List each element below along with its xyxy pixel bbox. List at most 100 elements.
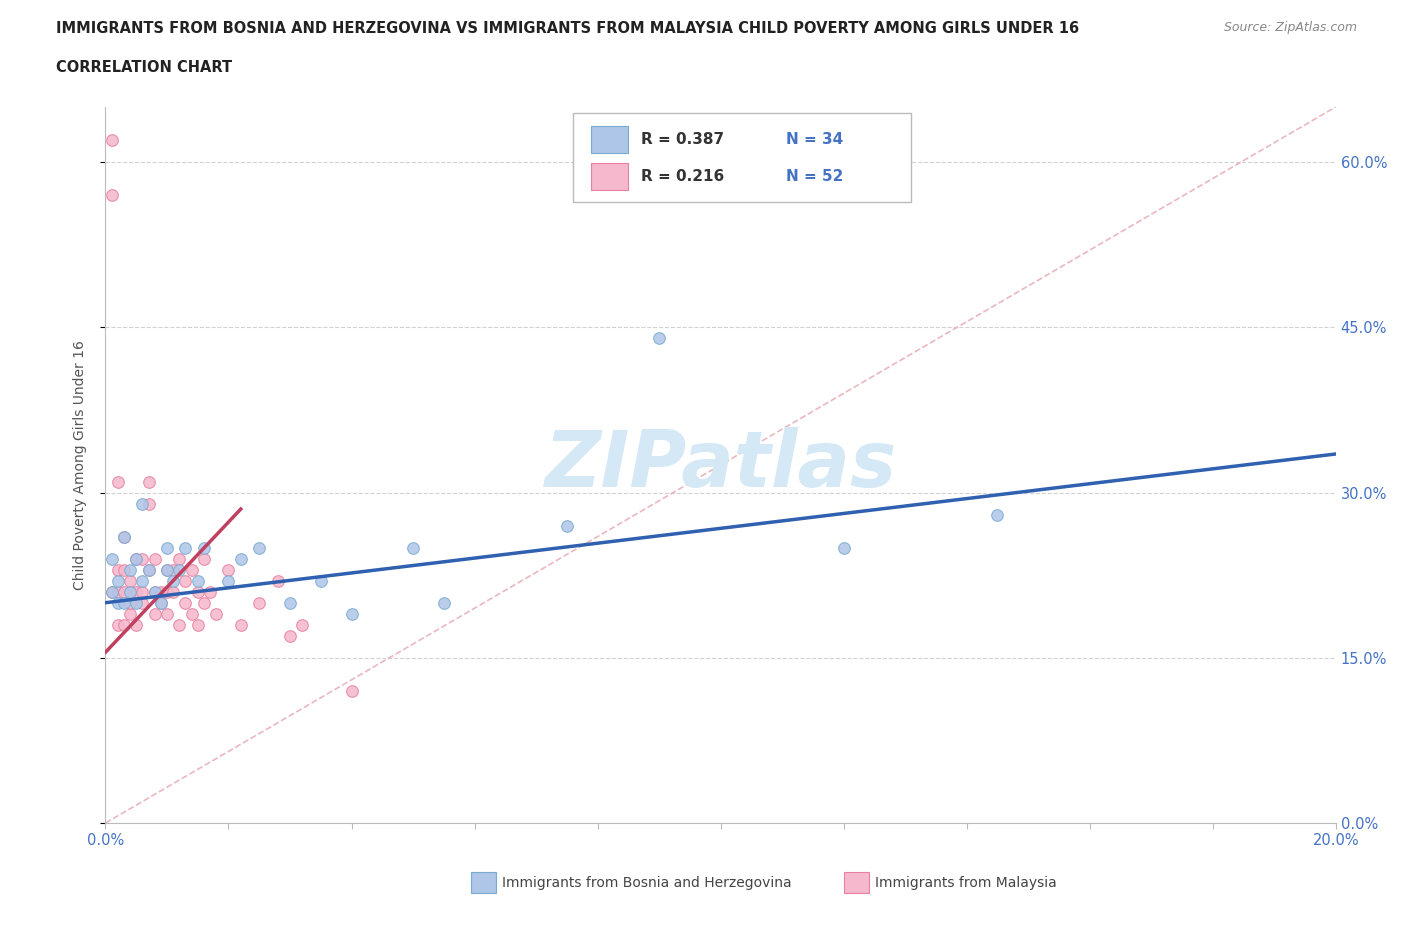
Point [169, 551, 191, 566]
Point [138, 563, 160, 578]
Point [555, 518, 578, 533]
Point [162, 563, 184, 578]
Point [100, 551, 122, 566]
Point [187, 618, 209, 632]
Point [309, 573, 332, 588]
Point [278, 629, 301, 644]
Point [156, 563, 179, 578]
Point [120, 606, 141, 621]
Point [100, 584, 122, 599]
Point [138, 563, 160, 578]
Point [131, 496, 153, 511]
Point [143, 584, 166, 599]
Point [125, 584, 148, 599]
Point [107, 595, 129, 610]
FancyBboxPatch shape [574, 113, 911, 202]
Point [112, 584, 135, 599]
Point [131, 595, 153, 610]
Point [229, 551, 252, 566]
Point [112, 595, 135, 610]
Point [107, 474, 129, 489]
Point [205, 606, 228, 621]
Point [125, 595, 148, 610]
Point [267, 573, 290, 588]
Point [149, 595, 172, 610]
Text: IMMIGRANTS FROM BOSNIA AND HERZEGOVINA VS IMMIGRANTS FROM MALAYSIA CHILD POVERTY: IMMIGRANTS FROM BOSNIA AND HERZEGOVINA V… [56, 21, 1080, 36]
Text: N = 34: N = 34 [786, 132, 844, 147]
Point [162, 573, 184, 588]
Point [218, 573, 240, 588]
Point [169, 563, 191, 578]
Point [187, 584, 209, 599]
Point [340, 606, 363, 621]
Point [100, 584, 122, 599]
Point [174, 573, 197, 588]
Point [193, 595, 215, 610]
Point [100, 133, 122, 148]
Point [149, 584, 172, 599]
Point [156, 540, 179, 555]
Point [143, 606, 166, 621]
Point [131, 584, 153, 599]
Point [138, 474, 160, 489]
Point [138, 496, 160, 511]
Point [112, 529, 135, 544]
Point [143, 551, 166, 566]
Point [156, 563, 179, 578]
Text: R = 0.216: R = 0.216 [641, 169, 724, 184]
Point [112, 529, 135, 544]
Point [107, 618, 129, 632]
Point [986, 507, 1008, 522]
Point [340, 684, 363, 698]
Point [174, 595, 197, 610]
Point [198, 584, 221, 599]
Text: CORRELATION CHART: CORRELATION CHART [56, 60, 232, 75]
Point [648, 331, 671, 346]
Point [125, 551, 148, 566]
Bar [592, 163, 628, 191]
Text: N = 52: N = 52 [786, 169, 844, 184]
Point [120, 573, 141, 588]
Point [107, 584, 129, 599]
Point [125, 551, 148, 566]
Point [107, 573, 129, 588]
Point [229, 618, 252, 632]
Point [180, 606, 202, 621]
Point [112, 618, 135, 632]
Bar [592, 126, 628, 153]
Point [433, 595, 456, 610]
Point [131, 551, 153, 566]
Text: Immigrants from Bosnia and Herzegovina: Immigrants from Bosnia and Herzegovina [502, 875, 792, 890]
Text: ZIPatlas: ZIPatlas [544, 427, 897, 503]
Point [156, 606, 179, 621]
Point [278, 595, 301, 610]
Point [291, 618, 314, 632]
Point [402, 540, 425, 555]
Point [247, 540, 270, 555]
Point [169, 618, 191, 632]
Point [193, 540, 215, 555]
Point [193, 551, 215, 566]
Point [247, 595, 270, 610]
Text: Immigrants from Malaysia: Immigrants from Malaysia [875, 875, 1056, 890]
Point [162, 584, 184, 599]
Point [131, 573, 153, 588]
Point [120, 563, 141, 578]
Point [149, 595, 172, 610]
Point [120, 584, 141, 599]
Y-axis label: Child Poverty Among Girls Under 16: Child Poverty Among Girls Under 16 [73, 340, 87, 590]
Point [112, 563, 135, 578]
Point [218, 563, 240, 578]
Point [156, 584, 179, 599]
Point [143, 584, 166, 599]
Point [125, 618, 148, 632]
Point [100, 188, 122, 203]
Point [174, 540, 197, 555]
Text: R = 0.387: R = 0.387 [641, 132, 724, 147]
Point [832, 540, 855, 555]
Point [107, 563, 129, 578]
Point [180, 563, 202, 578]
Point [187, 573, 209, 588]
Text: Source: ZipAtlas.com: Source: ZipAtlas.com [1223, 21, 1357, 34]
Point [120, 595, 141, 610]
